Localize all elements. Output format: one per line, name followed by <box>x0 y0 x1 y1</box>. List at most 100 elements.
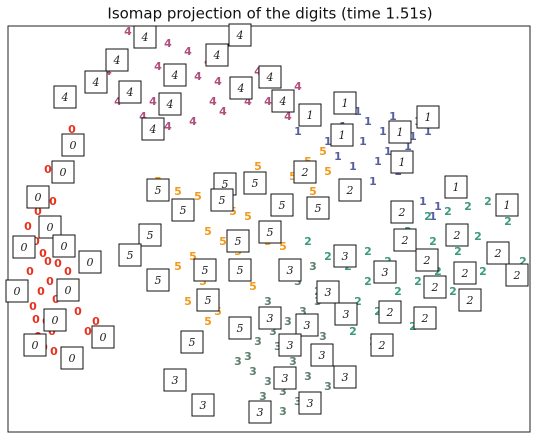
digit-point: 4 <box>154 60 162 73</box>
thumbnail-frame <box>458 288 482 312</box>
thumbnail-digit: 1 <box>339 129 346 142</box>
digit-point: 4 <box>114 95 122 108</box>
digit-point: 5 <box>204 315 212 328</box>
digit-point: 0 <box>92 315 100 328</box>
digit-point: 3 <box>274 340 282 353</box>
digit-thumbnail: 3 <box>333 365 357 389</box>
thumbnail-digit: 2 <box>423 254 431 267</box>
digit-thumbnail: 3 <box>258 306 282 330</box>
thumbnail-digit: 1 <box>399 156 406 169</box>
digit-point: 1 <box>359 135 367 148</box>
thumbnail-digit: 3 <box>172 374 179 387</box>
digit-point: 4 <box>124 25 132 38</box>
digit-point: 0 <box>37 285 45 298</box>
digit-point: 4 <box>264 95 272 108</box>
thumbnail-digit: 5 <box>237 322 244 335</box>
thumbnail-frame <box>61 133 85 157</box>
digit-thumbnail: 3 <box>295 313 319 337</box>
digit-point: 2 <box>324 250 332 263</box>
thumbnail-digit: 4 <box>141 31 149 44</box>
digit-thumbnail: 2 <box>423 275 447 299</box>
thumbnail-frame <box>505 263 529 287</box>
digit-point: 0 <box>49 195 57 208</box>
digit-thumbnail: 1 <box>390 150 414 174</box>
thumbnail-frame <box>333 244 357 268</box>
thumbnail-digit: 3 <box>287 264 294 277</box>
thumbnail-frame <box>138 223 162 247</box>
thumbnail-frame <box>258 306 282 330</box>
thumbnail-frame <box>158 92 182 116</box>
digit-point: 5 <box>174 185 182 198</box>
digit-point: 3 <box>309 260 317 273</box>
thumbnail-frame <box>163 368 187 392</box>
thumbnail-digit: 5 <box>235 235 242 248</box>
digit-thumbnail: 4 <box>84 70 108 94</box>
digit-point: 0 <box>29 300 37 313</box>
digit-point: 3 <box>244 350 252 363</box>
digit-point: 2 <box>304 235 312 248</box>
digit-point: 4 <box>214 75 222 88</box>
digit-point: 2 <box>519 255 527 268</box>
digit-thumbnail: 4 <box>163 63 187 87</box>
digit-thumbnail: 1 <box>388 120 412 144</box>
digit-point: 3 <box>299 305 307 318</box>
thumbnail-frame <box>56 278 80 302</box>
digit-thumbnail: 4 <box>105 48 129 72</box>
thumbnail-frame <box>228 258 252 282</box>
digit-thumbnail: 3 <box>273 366 297 390</box>
thumbnail-frame <box>53 85 77 109</box>
digit-thumbnail: 1 <box>495 193 519 217</box>
thumbnail-digit: 1 <box>342 97 349 110</box>
digit-point: 2 <box>479 265 487 278</box>
thumbnail-digit: 0 <box>65 284 72 297</box>
digit-point: 1 <box>379 125 387 138</box>
thumbnail-frame <box>271 89 295 113</box>
digit-thumbnail: 0 <box>12 235 36 259</box>
thumbnail-frame <box>23 333 47 357</box>
digit-point: 4 <box>194 70 202 83</box>
digit-point: 0 <box>50 345 58 358</box>
thumbnail-digit: 3 <box>382 266 389 279</box>
digit-point: 2 <box>454 245 462 258</box>
digit-thumbnail: 4 <box>118 80 142 104</box>
thumbnail-digit: 3 <box>342 371 349 384</box>
digit-point: 5 <box>319 145 327 158</box>
digit-point: 2 <box>349 325 357 338</box>
digit-point: 4 <box>149 95 157 108</box>
thumbnail-frame <box>163 63 187 87</box>
thumbnail-digit: 5 <box>180 204 187 217</box>
thumbnail-digit: 3 <box>257 406 264 419</box>
digit-thumbnail: 4 <box>133 25 157 49</box>
digit-point: 2 <box>504 215 512 228</box>
digit-thumbnail: 5 <box>243 171 267 195</box>
digit-point: 1 <box>324 135 332 148</box>
thumbnail-frame <box>193 258 217 282</box>
digit-thumbnail: 2 <box>415 248 439 272</box>
digit-point: 1 <box>424 125 432 138</box>
digit-point: 4 <box>284 110 292 123</box>
thumbnail-frame <box>258 220 282 244</box>
thumbnail-digit: 1 <box>425 111 432 124</box>
digit-thumbnail: 0 <box>51 160 75 184</box>
digit-point: 2 <box>444 205 452 218</box>
thumbnail-digit: 3 <box>343 308 350 321</box>
digit-point: 2 <box>424 210 432 223</box>
thumbnail-digit: 1 <box>397 126 404 139</box>
thumbnail-frame <box>258 65 282 89</box>
thumbnail-frame <box>415 248 439 272</box>
thumbnail-frame <box>333 91 357 115</box>
digit-point: 3 <box>319 330 327 343</box>
thumbnail-digit: 4 <box>166 98 174 111</box>
thumbnail-digit: 2 <box>398 206 406 219</box>
digit-thumbnail: 3 <box>191 393 215 417</box>
digit-thumbnail: 0 <box>91 325 115 349</box>
digit-point: 0 <box>84 325 92 338</box>
digit-thumbnail: 3 <box>373 260 397 284</box>
thumbnail-frame <box>228 23 252 47</box>
digit-point: 1 <box>384 145 392 158</box>
thumbnail-digit: 5 <box>315 202 322 215</box>
digit-thumbnail: 2 <box>370 333 394 357</box>
thumbnail-frame <box>205 43 229 67</box>
digit-point: 1 <box>369 175 377 188</box>
thumbnail-frame <box>228 316 252 340</box>
